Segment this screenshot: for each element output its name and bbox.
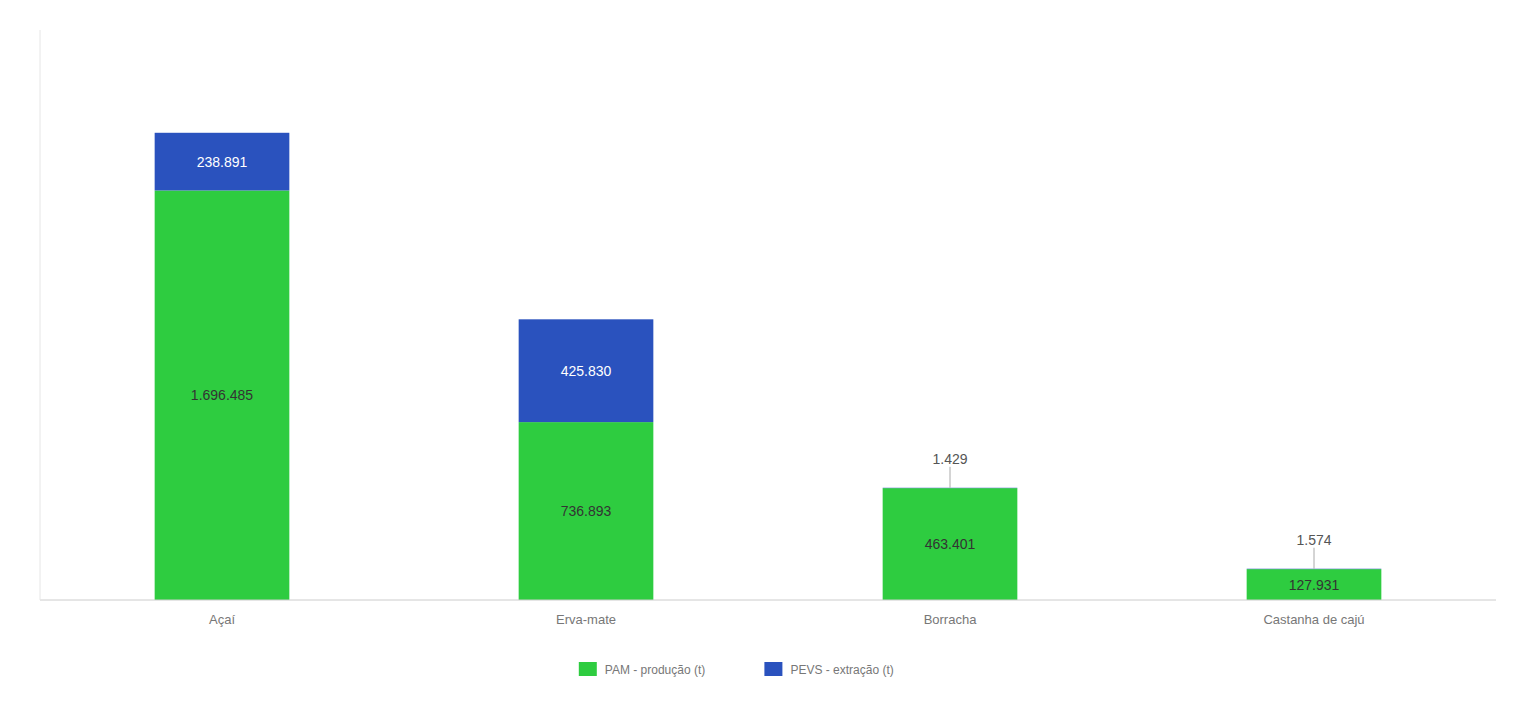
- data-label: 238.891: [197, 154, 248, 170]
- x-tick-label: Borracha: [924, 612, 978, 627]
- bar-segment: [883, 488, 1018, 600]
- x-axis: [40, 600, 1496, 601]
- labels: 1.696.485 736.893 463.401 127.931 238.891 425…: [191, 154, 1340, 593]
- leader-line: [1314, 548, 1315, 569]
- legend: PAM - produção (t) PEVS - extração (t): [579, 662, 894, 677]
- legend-label: PAM - produção (t): [605, 663, 705, 677]
- bar-segment: [1247, 569, 1382, 600]
- x-tick-label: Açaí: [209, 612, 235, 627]
- data-label: 127.931: [1289, 577, 1340, 593]
- y-axis: [40, 30, 41, 600]
- data-label: 463.401: [925, 536, 976, 552]
- bar-segment: [519, 422, 654, 600]
- data-label: 1.429: [932, 451, 967, 467]
- legend-label: PEVS - extração (t): [790, 663, 893, 677]
- bar-segment: [519, 319, 654, 422]
- data-label: 1.574: [1296, 532, 1331, 548]
- legend-swatch: [579, 662, 597, 676]
- x-tick-label: Erva-mate: [556, 612, 616, 627]
- data-label: 736.893: [561, 503, 612, 519]
- legend-swatch: [764, 662, 782, 676]
- chart: 1.696.485 736.893 463.401 127.931 238.891 425…: [0, 0, 1536, 720]
- bar-segment: [155, 133, 290, 191]
- x-tick-label: Castanha de cajú: [1263, 612, 1364, 627]
- data-label: 425.830: [561, 363, 612, 379]
- leader-line: [950, 467, 951, 488]
- bar-segment: [155, 190, 290, 600]
- bars: [155, 133, 1382, 600]
- data-label: 1.696.485: [191, 387, 253, 403]
